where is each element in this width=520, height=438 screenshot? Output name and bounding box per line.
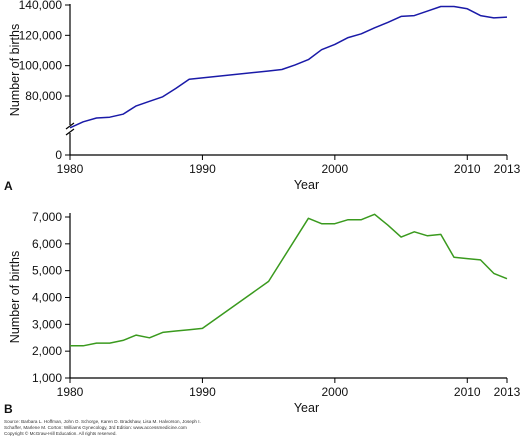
x-tick-label: 1980 [57,162,84,176]
series-line-a [69,5,508,129]
y-axis-label-a: Number of births [8,24,22,116]
y-tick-label: 140,000 [19,0,63,12]
y-ticks-b: 1,000 2,000 3,000 4,000 5,000 6,000 7,000 [32,210,70,385]
panel-label-b: B [4,402,13,416]
y-tick-label: 0 [55,148,62,162]
y-tick-label: 4,000 [32,291,62,305]
x-tick-label: 1990 [189,162,216,176]
x-tick-label: 1990 [189,385,216,399]
series-line-b [70,213,508,347]
x-tick-label: 2000 [321,385,348,399]
x-tick-label: 2010 [454,385,481,399]
x-axis-label-b: Year [294,401,319,415]
source-line-2: Schaffer, Marlene M. Corton: Williams Gy… [4,425,187,430]
x-ticks-a: 1980 1990 2000 2010 2013 [57,155,520,176]
y-tick-label: 2,000 [32,344,62,358]
y-tick-label: 120,000 [19,28,63,42]
x-tick-label: 2010 [454,162,481,176]
chart-panel-a: 0 80,000 100,000 120,000 140,000 1980 1990 200… [4,0,520,193]
chart-panel-b: 1,000 2,000 3,000 4,000 5,000 6,000 7,000 1980… [4,210,520,416]
x-tick-label: 2000 [321,162,348,176]
source-credit: Source: Barbara L. Hoffman, John O. Scho… [4,419,201,436]
axis-break-icon [65,122,75,136]
y-tick-label: 5,000 [32,264,62,278]
y-tick-label: 6,000 [32,237,62,251]
panel-label-a: A [4,179,13,193]
x-axis-label-a: Year [294,178,319,192]
y-tick-label: 100,000 [19,59,63,73]
y-tick-label: 1,000 [32,371,62,385]
y-ticks-a: 0 80,000 100,000 120,000 140,000 [19,0,70,162]
y-tick-label: 3,000 [32,317,62,331]
y-tick-label: 7,000 [32,210,62,224]
y-tick-label: 80,000 [25,89,62,103]
x-tick-label: 1980 [57,385,84,399]
x-tick-label: 2013 [494,162,520,176]
x-ticks-b: 1980 1990 2000 2010 2013 [57,378,520,399]
source-line-1: Source: Barbara L. Hoffman, John O. Scho… [4,419,201,424]
y-axis-label-b: Number of births [8,251,22,343]
x-tick-label: 2013 [494,385,520,399]
source-line-3: Copyright © McGraw-Hill Education. All r… [4,430,117,436]
